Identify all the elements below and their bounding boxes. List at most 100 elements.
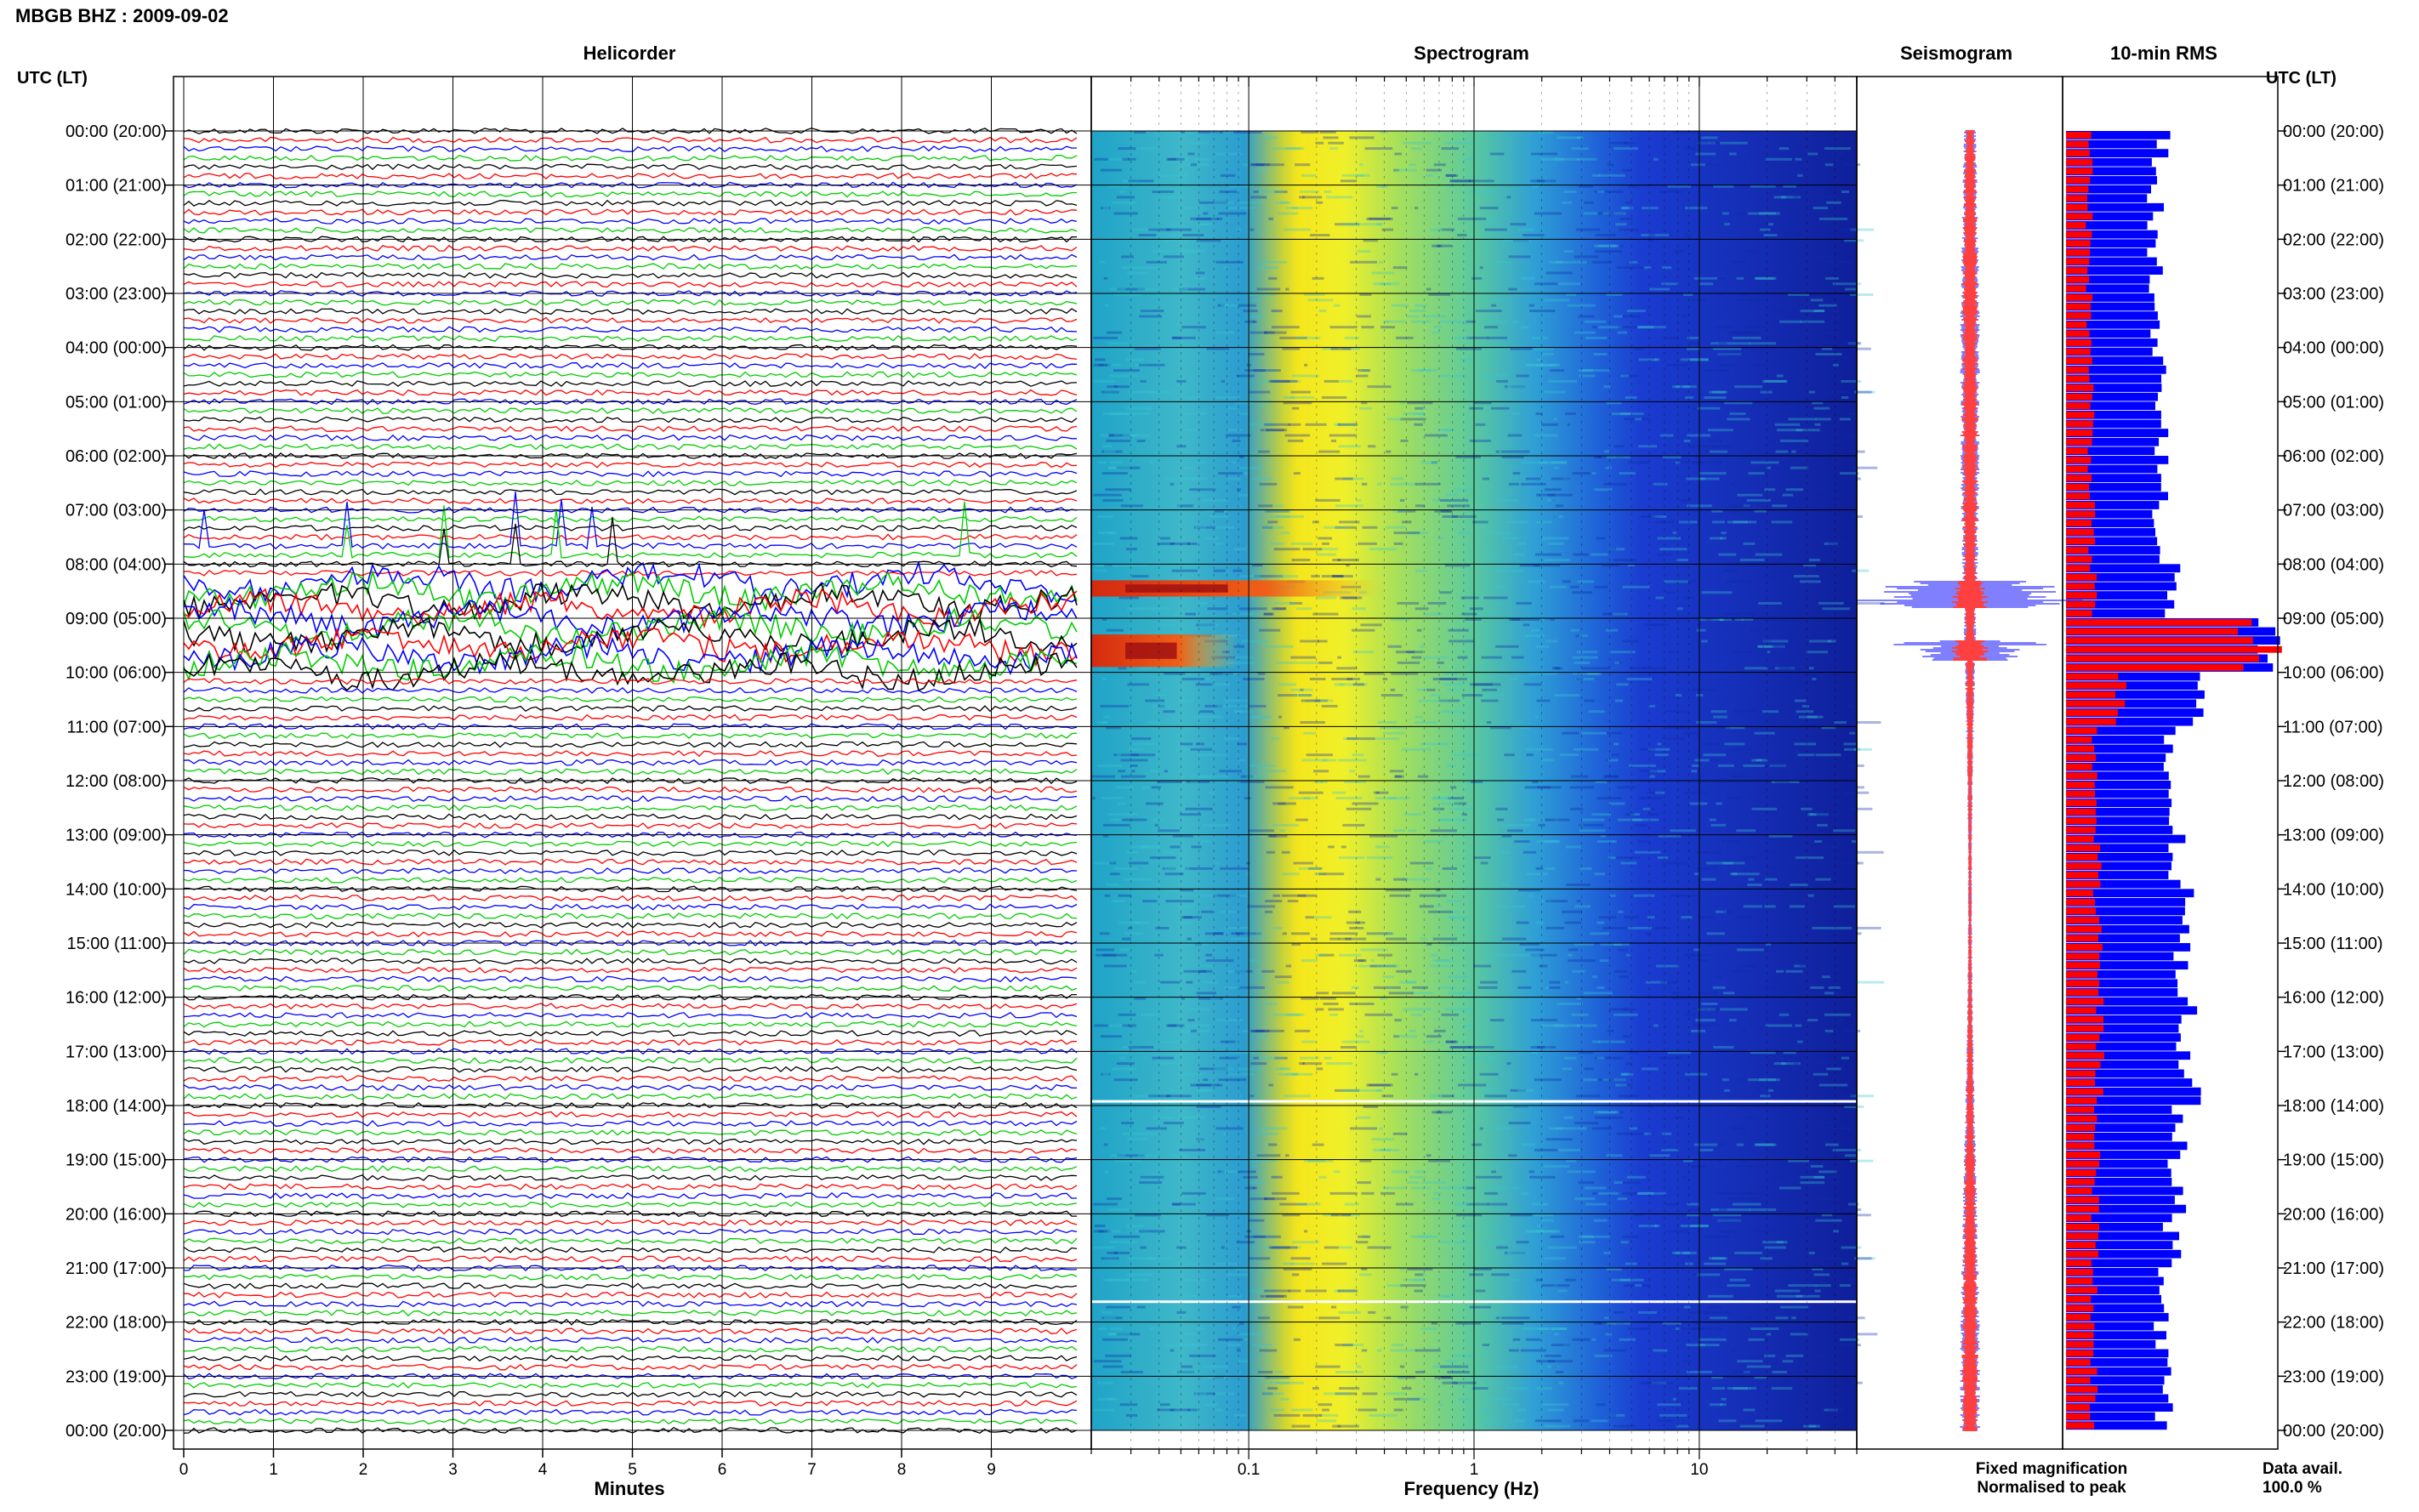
spectrogram-speckle — [1182, 412, 1207, 416]
spectrogram-speckle — [1708, 439, 1723, 442]
spectrogram-speckle — [1256, 1035, 1268, 1038]
spectrogram-speckle — [1506, 1251, 1512, 1254]
spectrogram-speckle — [1394, 1019, 1402, 1022]
spectrogram-speckle — [1216, 217, 1223, 220]
spectrogram-speckle — [1382, 932, 1394, 935]
y-tick-label-left: 00:00 (20:00) — [65, 1422, 167, 1441]
spectrogram-speckle — [1199, 775, 1229, 778]
spectrogram-speckle — [1534, 1419, 1562, 1423]
spectrogram-speckle — [1249, 1094, 1255, 1098]
spectrogram-speckle — [1219, 190, 1238, 193]
spectrogram-speckle — [1195, 526, 1207, 529]
helicorder-trace — [183, 244, 1078, 252]
rms-bar-fixed — [2066, 374, 2161, 384]
helicorder-title: Helicorder — [583, 43, 676, 64]
helicorder-trace — [183, 1174, 1078, 1181]
helicorder-trace — [183, 1255, 1078, 1263]
spectrogram-speckle — [1409, 1175, 1426, 1179]
spectrogram-speckle — [1671, 131, 1699, 134]
spectrogram-speckle — [1795, 1397, 1816, 1401]
spectrogram-speckle — [1582, 1235, 1610, 1238]
y-tick-label-left: 08:00 (04:00) — [65, 555, 167, 574]
spectrogram-speckle — [1597, 986, 1605, 989]
spectrogram-speckle — [1274, 1371, 1284, 1373]
spectrogram-speckle — [1256, 168, 1268, 172]
spectrogram-speckle — [1279, 201, 1285, 204]
spectrogram-speckle — [1179, 889, 1194, 892]
spectrogram-speckle — [1441, 1013, 1459, 1016]
spectrogram-speckle — [1170, 223, 1177, 226]
spectrogram-speckle — [1334, 423, 1340, 426]
spectrogram-speckle — [1336, 423, 1357, 426]
spectrogram-speckle — [1787, 374, 1801, 378]
helicorder-trace — [183, 1083, 1078, 1091]
rms-bar-fixed — [2066, 717, 2194, 726]
spectrogram-speckle — [1784, 856, 1797, 860]
spectrogram-speckle — [1119, 948, 1131, 952]
spectrogram-speckle — [1185, 466, 1196, 469]
spectrogram-speckle — [1186, 477, 1208, 480]
spectrogram-speckle — [1203, 1376, 1227, 1379]
spectrogram-speckle — [1181, 678, 1204, 680]
spectrogram-speckle — [1557, 1003, 1584, 1005]
spectrogram-speckle — [1526, 753, 1534, 757]
spectrogram-speckle — [1623, 1008, 1628, 1011]
spectrogram-speckle — [1281, 850, 1290, 854]
spectrogram-speckle — [1642, 807, 1651, 810]
helicorder-trace — [183, 876, 1078, 884]
spectrogram-speckle — [1500, 450, 1530, 453]
spectrogram-speckle — [1407, 401, 1433, 405]
spectrogram-speckle — [1271, 379, 1298, 383]
spectrogram-speckle — [1625, 1062, 1632, 1066]
spectrogram-speckle — [1691, 770, 1698, 773]
spectrogram-speckle — [1436, 889, 1441, 892]
spectrogram-speckle — [1562, 201, 1572, 204]
spectrogram-speckle — [1392, 266, 1408, 270]
spectrogram-speckle — [1215, 152, 1243, 156]
spectrogram-speckle — [1306, 753, 1334, 757]
spectrogram-speckle — [1418, 369, 1431, 372]
spectrogram-speckle — [1823, 1127, 1852, 1130]
spectrogram-speckle — [1824, 163, 1834, 167]
spectrogram-speckle — [1207, 607, 1228, 611]
spectrogram-speckle — [1162, 867, 1176, 870]
rms-bar-fixed — [2066, 1060, 2179, 1069]
spectrogram-speckle — [1094, 157, 1108, 161]
rms-bar-normalised — [2066, 862, 2102, 870]
spectrogram-speckle — [1512, 472, 1521, 475]
spectrogram-speckle — [1351, 986, 1359, 989]
spectrogram-speckle — [1243, 1175, 1258, 1179]
spectrogram-speckle — [1678, 1387, 1698, 1390]
spectrogram-speckle — [1801, 1310, 1807, 1314]
spectrogram-speckle — [1135, 1013, 1139, 1016]
spectrogram-speckle — [1291, 559, 1311, 561]
spectrogram-speckle — [1386, 418, 1403, 421]
spectrogram-speckle — [1399, 498, 1405, 502]
spectrogram-speckle — [1153, 607, 1171, 611]
spectrogram-speckle — [1594, 1354, 1613, 1357]
spectrogram-speckle — [1619, 412, 1644, 416]
spectrogram-speckle — [1318, 953, 1335, 957]
rms-bar-fixed — [2066, 1006, 2198, 1015]
spectrogram-speckle — [1168, 157, 1185, 161]
rms-bar-normalised — [2066, 1205, 2099, 1213]
spectrogram-speckle — [1165, 889, 1181, 892]
rms-bar-normalised — [2066, 330, 2090, 338]
spectrogram-speckle — [1542, 537, 1569, 540]
spectrogram-speckle — [1122, 1046, 1140, 1049]
spectrogram-speckle — [1138, 234, 1157, 236]
spectrogram-speckle — [1535, 1387, 1552, 1390]
spectrogram-speckle — [1264, 612, 1273, 616]
spectrogram-speckle — [1257, 1371, 1273, 1373]
spectrogram-speckle — [1304, 1159, 1325, 1162]
spectrogram-speckle — [1107, 1197, 1122, 1201]
spectrogram-speckle — [1590, 1338, 1597, 1341]
spectrogram-speckle — [1196, 239, 1221, 242]
spectrogram-speckle — [1275, 1067, 1288, 1071]
spectrogram-speckle — [1731, 775, 1747, 778]
spectrogram-speckle — [1596, 1403, 1606, 1407]
spectrogram-speckle — [1817, 310, 1839, 313]
spectrogram-speckle — [1659, 1413, 1688, 1417]
spectrogram-speckle — [1323, 1246, 1340, 1249]
spectrogram-speckle — [1621, 207, 1629, 210]
